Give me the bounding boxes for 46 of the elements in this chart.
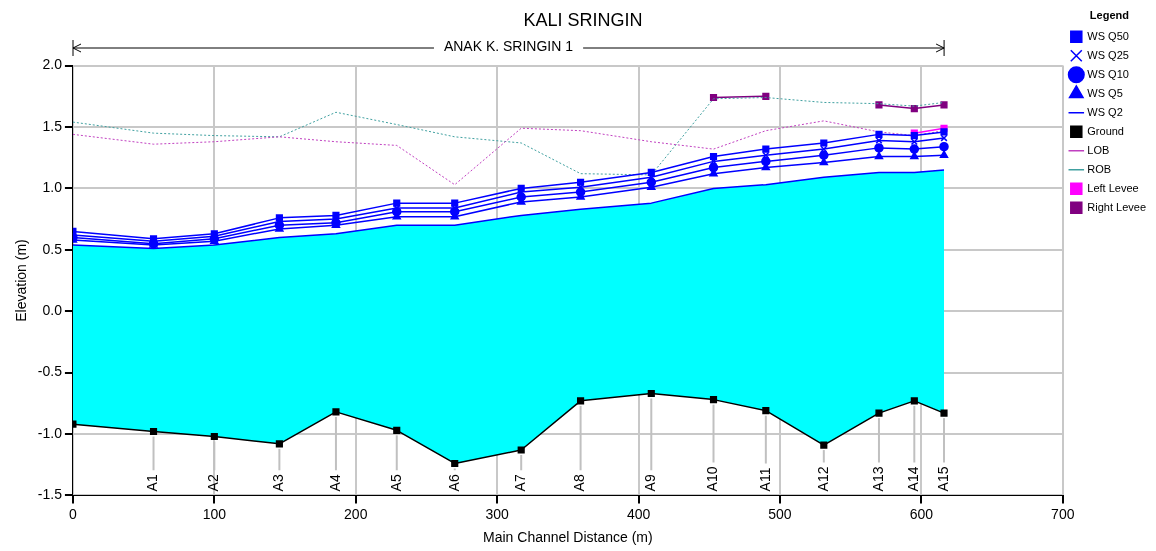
x-tick-label: 600 [909,505,934,522]
y-tick-label: 1.0 [42,179,63,196]
y-tick-label: -0.5 [37,363,63,380]
annotation: A2 [205,474,222,492]
x-tick-label: 500 [768,505,792,522]
annotation: A9 [642,474,659,492]
y-tick-label: 1.5 [42,117,63,134]
annotation: A4 [326,474,343,492]
x-tick-label: 200 [344,505,368,522]
annotation: A7 [512,474,529,492]
annotation: A6 [445,474,462,492]
x-tick-label: 700 [1051,505,1075,522]
legend-label: WS Q5 [1087,86,1123,99]
y-tick-label: 2.0 [42,56,63,73]
legend-label: Left Levee [1087,181,1139,194]
legend-label: LOB [1087,143,1110,156]
annotation: A12 [814,466,831,492]
legend-label: WS Q2 [1087,105,1123,118]
x-tick-label: 0 [69,505,78,522]
annotation: A8 [571,474,588,492]
x-axis-title: Main Channel Distance (m) [483,529,653,546]
y-tick-label: 0.5 [42,240,63,257]
legend-label: WS Q25 [1087,48,1129,61]
text: ANAK K. SRINGIN 1 [443,38,574,55]
legend-title: Legend [1089,8,1129,21]
y-tick-label: -1.0 [37,424,63,441]
x-tick-label: 400 [626,505,651,522]
legend-label: ROB [1087,162,1112,175]
annotation: A15 [934,466,951,492]
legend-label: WS Q50 [1087,29,1129,42]
annotation: A14 [905,466,922,492]
annotation: A13 [869,466,886,492]
legend-label: Ground [1087,124,1124,137]
x-tick-label: 100 [202,505,227,522]
y-tick-label: -1.5 [37,486,63,503]
x-tick-label: 300 [485,505,510,522]
annotation: A1 [144,474,161,492]
legend-label: WS Q10 [1087,67,1129,80]
y-axis-title: Elevation (m) [13,239,30,322]
annotation: A10 [704,466,721,492]
chart-title: KALI SRINGIN [523,9,643,30]
y-tick-label: 0.0 [42,302,63,319]
annotation: A5 [387,474,404,492]
legend-label: Right Levee [1087,200,1147,213]
annotation: A11 [756,467,773,492]
annotation: A3 [270,474,287,492]
